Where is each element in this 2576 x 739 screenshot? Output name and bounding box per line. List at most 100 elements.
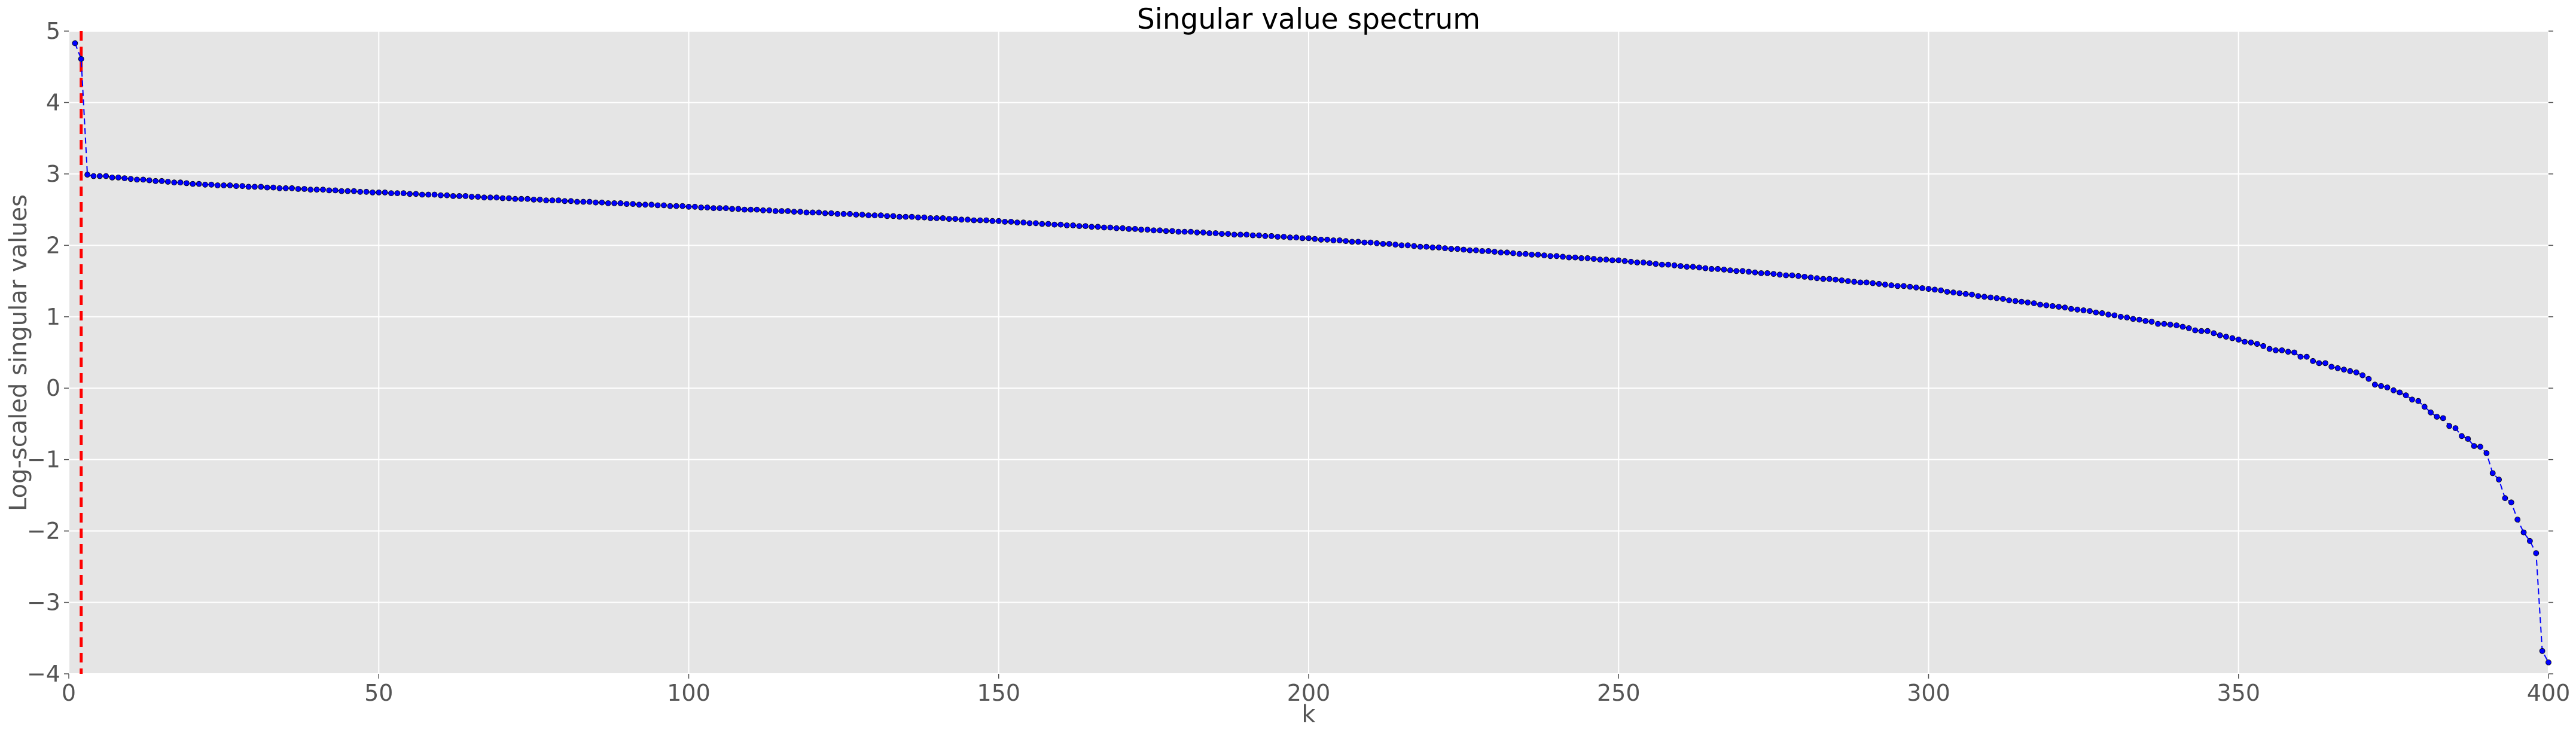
data-point xyxy=(648,201,655,208)
data-point xyxy=(382,189,388,196)
data-point xyxy=(2409,396,2415,403)
data-point xyxy=(1392,242,1399,248)
data-point xyxy=(2074,306,2081,313)
data-point xyxy=(2049,303,2056,309)
data-point xyxy=(834,210,841,217)
data-point xyxy=(1083,223,1089,230)
data-point xyxy=(1014,219,1020,226)
data-point xyxy=(853,212,859,218)
data-point xyxy=(301,186,307,192)
data-point xyxy=(78,56,84,62)
data-point xyxy=(605,200,611,206)
data-point xyxy=(2211,330,2217,337)
data-point xyxy=(1752,269,1758,276)
data-point xyxy=(599,199,605,206)
data-point xyxy=(1572,254,1578,261)
data-point xyxy=(1070,222,1076,228)
data-point xyxy=(797,209,803,215)
y-tick-label: 3 xyxy=(46,161,60,187)
data-point xyxy=(562,198,568,204)
x-tick-label: 350 xyxy=(2217,680,2260,706)
data-point xyxy=(84,172,91,178)
data-point xyxy=(1181,228,1188,235)
data-point xyxy=(555,197,562,204)
data-point xyxy=(772,208,779,214)
x-tick-label: 300 xyxy=(1907,680,1950,706)
data-point xyxy=(2390,387,2397,393)
data-point xyxy=(2136,316,2142,323)
data-point xyxy=(1194,229,1200,236)
data-point xyxy=(934,215,940,221)
data-point xyxy=(2025,299,2031,306)
data-point xyxy=(2545,659,2551,665)
data-point xyxy=(153,178,159,184)
data-point xyxy=(1621,258,1628,264)
data-point xyxy=(1473,247,1479,254)
data-point xyxy=(450,193,456,199)
data-point xyxy=(1275,234,1281,240)
data-point xyxy=(1429,244,1436,251)
data-point xyxy=(1151,227,1157,234)
data-point xyxy=(444,192,450,199)
data-point xyxy=(171,179,178,186)
data-point xyxy=(673,203,679,209)
data-point xyxy=(1051,221,1057,228)
data-point xyxy=(202,181,208,188)
data-point xyxy=(1845,278,1851,285)
data-point xyxy=(1981,294,1987,300)
data-point xyxy=(2526,538,2533,544)
data-point xyxy=(2242,338,2248,345)
data-point xyxy=(536,196,543,203)
data-point xyxy=(2434,414,2440,420)
data-point xyxy=(1454,246,1461,252)
data-point xyxy=(2328,364,2335,370)
data-point xyxy=(1249,232,1256,239)
data-point xyxy=(413,191,419,197)
data-point xyxy=(295,186,301,192)
data-point xyxy=(183,180,190,187)
data-point xyxy=(1851,279,1858,285)
data-point xyxy=(717,205,723,212)
data-point xyxy=(1839,277,1845,283)
data-point xyxy=(481,194,487,201)
data-point xyxy=(1684,264,1690,270)
data-point xyxy=(1789,272,1795,279)
data-point xyxy=(1262,233,1269,239)
data-point xyxy=(2428,409,2434,416)
data-point xyxy=(1975,293,1981,300)
data-point xyxy=(2105,312,2112,318)
y-tick-label: −4 xyxy=(27,661,60,687)
data-point xyxy=(134,176,140,183)
data-point xyxy=(871,212,878,219)
data-point xyxy=(1398,242,1405,249)
data-point xyxy=(952,216,959,222)
data-point xyxy=(2124,314,2130,320)
data-point xyxy=(1776,271,1783,278)
data-point xyxy=(2446,423,2453,429)
data-point xyxy=(493,194,500,201)
data-point xyxy=(766,207,773,213)
data-point xyxy=(1144,227,1151,233)
data-point xyxy=(1733,268,1740,274)
data-point xyxy=(2254,341,2260,347)
data-point xyxy=(1120,225,1126,231)
data-point xyxy=(2458,433,2465,439)
data-point xyxy=(115,174,121,181)
data-point xyxy=(499,195,506,201)
data-point xyxy=(989,218,996,224)
data-point xyxy=(2496,477,2502,483)
data-point xyxy=(2310,358,2316,364)
data-point xyxy=(307,187,314,193)
data-point xyxy=(1876,280,1882,287)
data-point xyxy=(2452,425,2459,431)
x-tick-label: 50 xyxy=(364,680,393,706)
data-point xyxy=(2173,322,2180,328)
data-point xyxy=(1560,254,1566,260)
data-point xyxy=(586,199,593,205)
data-point xyxy=(363,188,370,195)
data-point xyxy=(1361,239,1368,246)
data-point xyxy=(711,205,717,212)
data-point xyxy=(1324,236,1331,243)
data-point xyxy=(1956,290,1963,297)
data-point xyxy=(1647,260,1653,267)
